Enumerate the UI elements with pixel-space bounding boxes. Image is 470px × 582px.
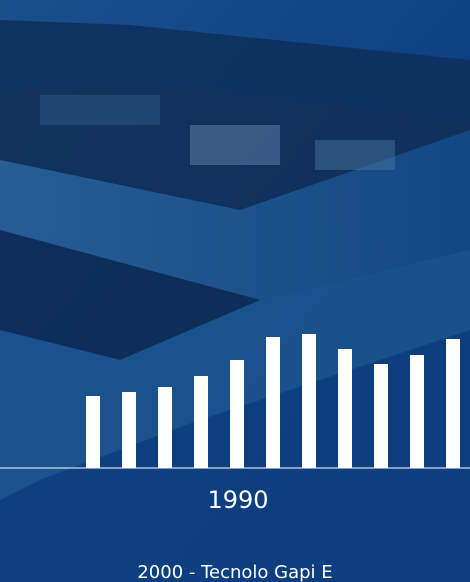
bar <box>302 334 316 468</box>
bar <box>338 349 352 468</box>
bar <box>266 337 280 468</box>
bar <box>86 396 100 468</box>
bar <box>122 392 136 468</box>
bar <box>446 339 460 468</box>
bar <box>410 355 424 468</box>
bar <box>194 376 208 468</box>
x-tick-label: 1990 <box>207 486 268 514</box>
bar <box>374 364 388 468</box>
bar <box>230 360 244 468</box>
bar <box>158 387 172 468</box>
caption: 2000 - Tecnolo Gapi E <box>137 562 332 582</box>
